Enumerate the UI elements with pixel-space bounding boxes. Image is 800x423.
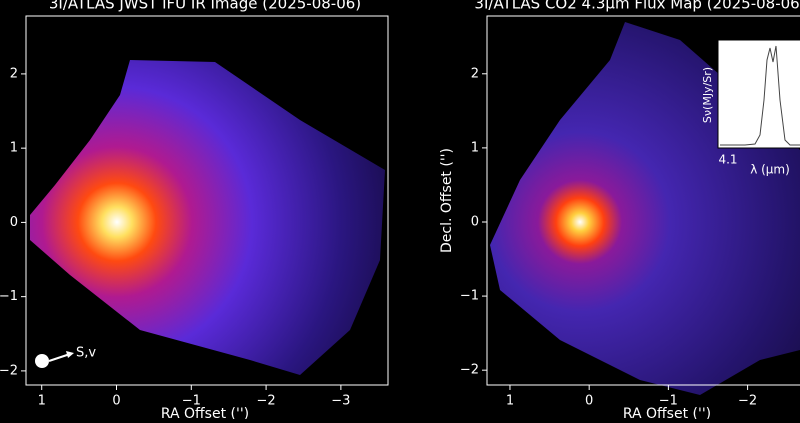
axes-frame xyxy=(486,15,800,386)
inset: Sν(MJy/Sr) λ (μm) 4.1 xyxy=(701,39,800,177)
x-tick-label: −3 xyxy=(331,394,350,409)
x-axis-label: RA Offset ('') xyxy=(623,406,711,419)
ir-image xyxy=(30,60,385,375)
arrowhead xyxy=(66,351,74,358)
x-axis-label: RA Offset ('') xyxy=(161,406,249,419)
y-tick-label: 1 xyxy=(471,140,479,155)
inset-xlabel: λ (μm) xyxy=(750,163,790,177)
sun-marker xyxy=(35,354,49,368)
x-tick-label: −1 xyxy=(659,394,678,409)
x-tick-label: 0 xyxy=(585,394,593,409)
y-tick-label: 2 xyxy=(10,66,18,81)
arrow xyxy=(48,353,71,362)
y-tick-label: 0 xyxy=(10,215,18,230)
y-axis-label: Decl. Offset ('') xyxy=(439,148,455,253)
axes-frame xyxy=(25,15,389,386)
chart-title: 3I/ATLAS CO2 4.3μm Flux Map (2025-08-06) xyxy=(474,0,800,13)
x-tick-label: −1 xyxy=(182,394,201,409)
inset-frame xyxy=(717,39,800,149)
y-tick-label: −1 xyxy=(0,289,18,304)
x-tick-label: 1 xyxy=(38,394,46,409)
x-tick-label: 1 xyxy=(506,394,514,409)
inset-spectrum xyxy=(720,45,800,146)
chart-title: 3I/ATLAS JWST IFU IR Image (2025-08-06) xyxy=(49,0,361,13)
inset-xtick-label: 4.1 xyxy=(718,153,737,167)
inset-ylabel: Sν(MJy/Sr) xyxy=(701,67,714,123)
x-tick-label: −2 xyxy=(257,394,276,409)
y-tick-label: −1 xyxy=(460,289,479,304)
annotation: S,v xyxy=(76,346,96,361)
x-tick-label: 0 xyxy=(112,394,120,409)
x-tick-label: −2 xyxy=(738,394,757,409)
y-tick-label: 1 xyxy=(10,141,18,156)
y-tick-label: 2 xyxy=(471,66,479,81)
y-tick-label: 0 xyxy=(471,214,479,229)
y-tick-label: −2 xyxy=(0,363,18,378)
y-tick-label: −2 xyxy=(460,363,479,378)
